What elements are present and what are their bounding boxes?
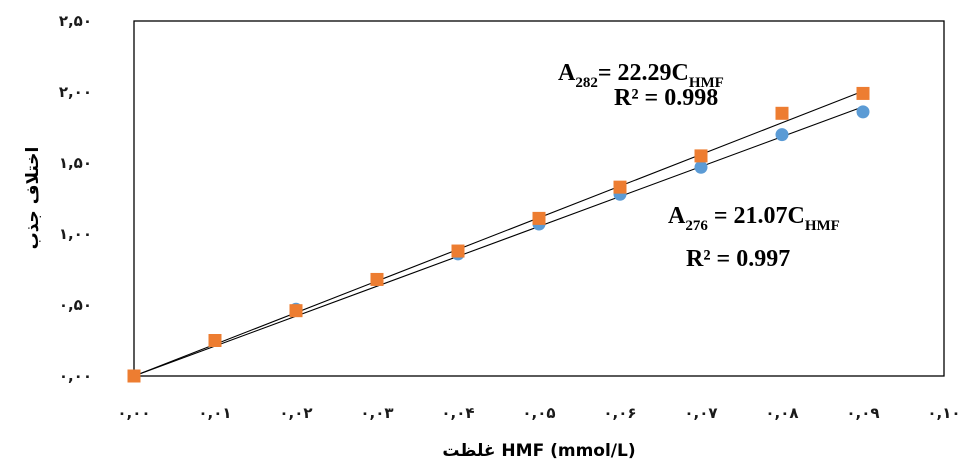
y-tick-label: ۲,۰۰ <box>59 83 92 101</box>
trendline-series-2 <box>133 90 864 377</box>
x-axis-ticks: ۰,۰۰ ۰,۰۱ ۰,۰۲ ۰,۰۳ ۰,۰۴ ۰,۰۵ ۰,۰۶ ۰,۰۷ ۰,۰۸ ۰,۰۹… <box>117 404 960 422</box>
x-tick-label: ۰,۰۸ <box>765 404 798 422</box>
x-tick-label: ۰,۰۶ <box>603 404 636 422</box>
data-markers <box>127 86 870 383</box>
point-series-1 <box>694 160 708 174</box>
equation-series-1: A276 = 21.07CHMF R² = 0.997 <box>668 203 840 272</box>
trendlines <box>133 90 864 377</box>
x-tick-label: ۰,۰۵ <box>522 404 555 422</box>
point-series-2 <box>775 106 789 120</box>
y-axis-ticks: ۰,۰۰ ۰,۵۰ ۱,۰۰ ۱,۵۰ ۲,۰۰ ۲,۵۰ <box>59 12 92 385</box>
y-tick-label: ۱,۵۰ <box>59 154 92 172</box>
svg-text:A282= 22.29CHMF: A282= 22.29CHMF <box>558 60 724 91</box>
svg-text:A276 = 21.07CHMF: A276 = 21.07CHMF <box>668 203 840 234</box>
x-tick-label: ۰,۰۳ <box>360 404 393 422</box>
point-series-1 <box>775 128 789 142</box>
x-axis-title: غلظت HMF (mmol/L) <box>442 441 635 461</box>
x-tick-label: ۰,۰۲ <box>279 404 312 422</box>
point-series-2 <box>856 86 870 100</box>
plot-area <box>133 20 945 377</box>
point-series-1 <box>856 105 870 119</box>
x-tick-label: ۰,۱۰ <box>927 404 960 422</box>
x-tick-label: ۰,۰۱ <box>198 404 231 422</box>
x-tick-label: ۰,۰۴ <box>441 404 474 422</box>
y-tick-label: ۰,۰۰ <box>59 367 92 385</box>
x-tick-label: ۰,۰۰ <box>117 404 150 422</box>
point-series-2 <box>127 369 141 383</box>
r2-series-2: R² = 0.998 <box>614 85 718 111</box>
y-tick-label: ۱,۰۰ <box>59 225 92 243</box>
x-tick-label: ۰,۰۹ <box>846 404 879 422</box>
equation-series-2: A282= 22.29CHMF R² = 0.998 <box>558 60 724 111</box>
point-series-2 <box>694 149 708 163</box>
x-tick-label: ۰,۰۷ <box>684 404 717 422</box>
y-tick-label: ۲,۵۰ <box>59 12 92 30</box>
point-series-2 <box>451 244 465 258</box>
point-series-2 <box>532 211 546 225</box>
point-series-2 <box>613 180 627 194</box>
trendline-series-1 <box>133 106 864 377</box>
point-series-2 <box>289 304 303 318</box>
point-series-2 <box>208 334 222 347</box>
point-series-2 <box>370 272 384 286</box>
y-axis-title: اختلاف جذب <box>23 147 43 250</box>
r2-series-1: R² = 0.997 <box>686 246 790 272</box>
y-tick-label: ۰,۵۰ <box>59 296 92 314</box>
